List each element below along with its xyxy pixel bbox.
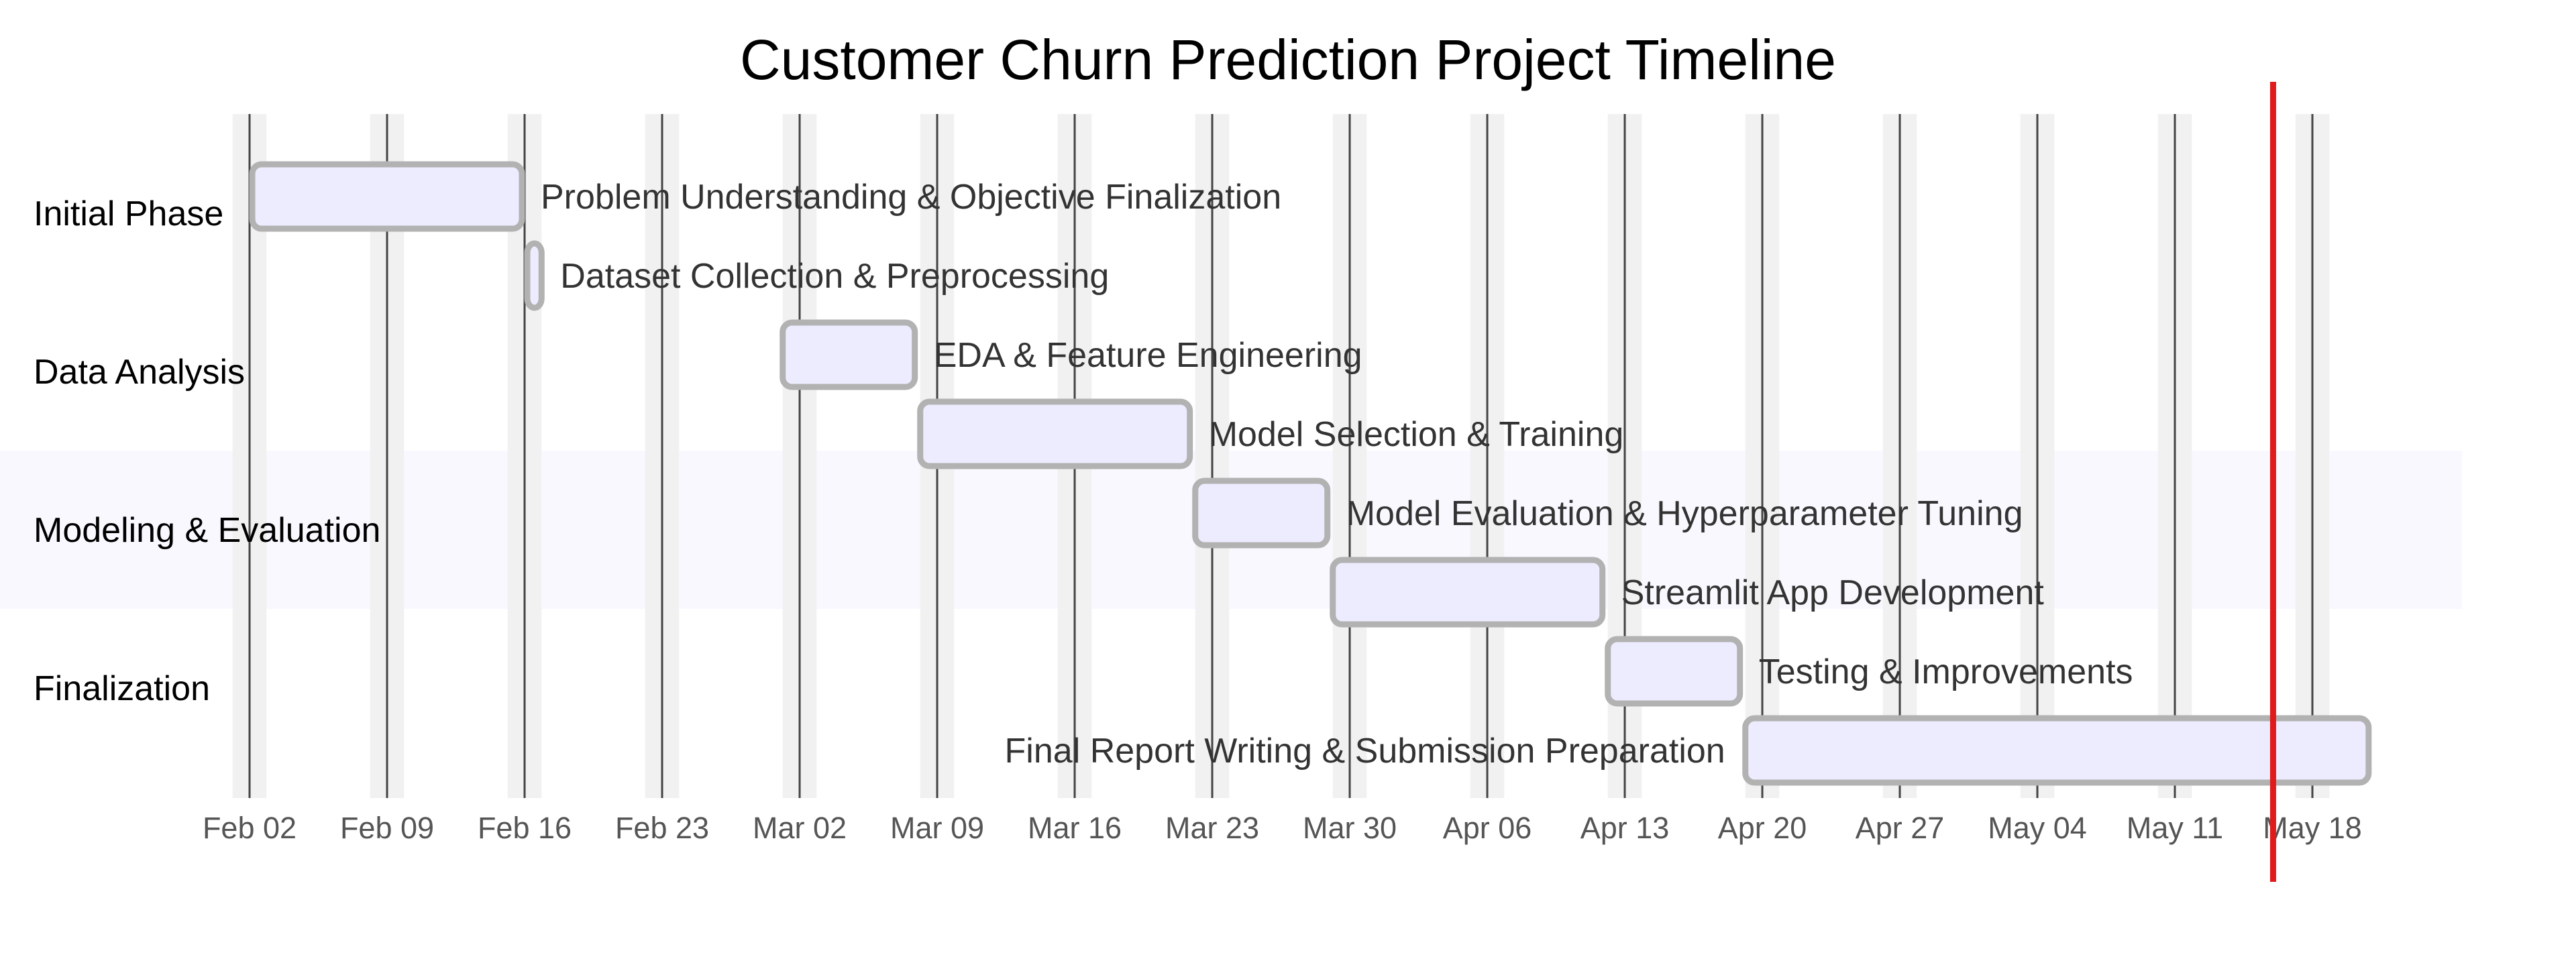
x-tick-label: Feb 02 [203, 811, 297, 845]
x-tick-label: Apr 20 [1718, 811, 1807, 845]
task-bar [1605, 636, 1743, 707]
task-bar [917, 398, 1193, 469]
section-labels: Initial Phase Data Analysis Modeling & Eva… [34, 194, 380, 708]
task-label: Model Evaluation & Hyperparameter Tuning [1346, 494, 2023, 533]
x-tick-label: May 11 [2127, 811, 2223, 845]
x-tick-label: May 18 [2263, 811, 2362, 845]
x-tick-label: Feb 16 [478, 811, 572, 845]
task-label: EDA & Feature Engineering [934, 336, 1362, 375]
x-tick-label: Mar 23 [1165, 811, 1259, 845]
section-label: Modeling & Evaluation [34, 511, 380, 550]
x-tick-label: Mar 16 [1028, 811, 1122, 845]
x-tick-label: Mar 09 [890, 811, 984, 845]
task-label: Testing & Improvements [1759, 653, 2133, 691]
x-tick-label: Apr 27 [1856, 811, 1945, 845]
task-label: Final Report Writing & Submission Prepar… [1005, 732, 1725, 771]
task-bar [524, 240, 545, 311]
section-label: Data Analysis [34, 353, 245, 392]
task-bar [780, 319, 918, 390]
task-labels: Problem Understanding & Objective Finali… [541, 178, 2133, 771]
chart-title: Customer Churn Prediction Project Timeli… [740, 28, 1836, 91]
task-label: Model Selection & Training [1209, 415, 1624, 454]
task-bar [1330, 557, 1606, 628]
x-tick-label: Mar 02 [753, 811, 847, 845]
section-label: Initial Phase [34, 194, 223, 233]
task-label: Streamlit App Development [1621, 573, 2045, 612]
task-bars [249, 161, 2372, 786]
x-axis-tick-labels: Feb 02 Feb 09 Feb 16 Feb 23 Mar 02 Mar 09 Mar … [203, 811, 2362, 845]
x-tick-label: Feb 23 [615, 811, 709, 845]
x-tick-label: Apr 06 [1443, 811, 1532, 845]
x-tick-label: Apr 13 [1580, 811, 1670, 845]
x-tick-label: Feb 09 [340, 811, 434, 845]
task-bar [249, 161, 525, 232]
task-label: Problem Understanding & Objective Finali… [541, 178, 1281, 217]
task-bar [1742, 715, 2372, 786]
task-bar [1192, 477, 1331, 549]
x-tick-label: May 04 [1988, 811, 2087, 845]
section-label: Finalization [34, 669, 210, 708]
task-label: Dataset Collection & Preprocessing [560, 257, 1109, 296]
x-tick-label: Mar 30 [1303, 811, 1397, 845]
